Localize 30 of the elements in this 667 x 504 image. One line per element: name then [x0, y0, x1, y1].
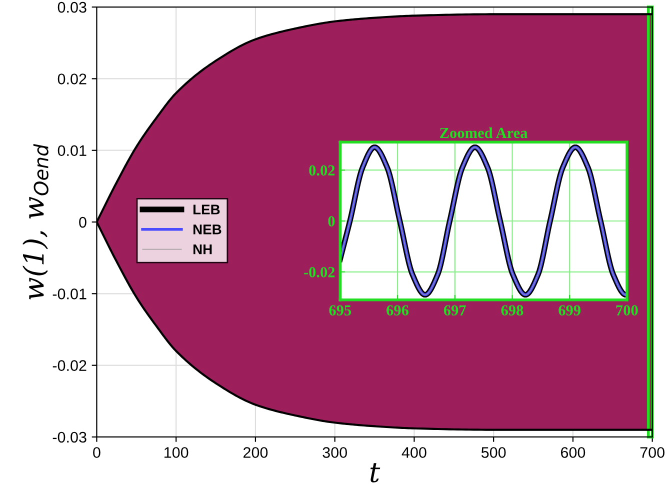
y-tick-label: 0.02	[309, 165, 335, 176]
x-tick-label: 300	[322, 447, 347, 458]
y-tick-label: 0	[328, 216, 335, 226]
x-tick-label: 696	[386, 305, 409, 316]
legend-label: NH	[193, 244, 212, 254]
x-tick-label: 700	[640, 447, 664, 458]
x-tick-label: 697	[444, 305, 466, 316]
x-tick-label: 695	[329, 305, 352, 316]
x-tick-label: 200	[243, 447, 268, 458]
x-tick-label: 600	[560, 447, 586, 458]
chart-title: Zoomed Area	[440, 127, 528, 138]
x-tick-label: 698	[501, 305, 524, 316]
legend-label: LEB	[193, 204, 220, 214]
y-tick-label: -0.02	[304, 267, 335, 278]
y-tick-label: -0.01	[52, 288, 86, 300]
y-tick-label: 0	[79, 216, 86, 228]
x-tick-label: 100	[164, 447, 188, 458]
x-tick-label: 500	[481, 447, 506, 458]
y-tick-label: 0.03	[58, 2, 86, 13]
x-tick-label: 700	[616, 305, 638, 316]
y-axis-title: w(1), w$_{Oend}$	[22, 144, 48, 300]
x-tick-label: 0	[93, 447, 100, 458]
y-tick-label: -0.03	[52, 432, 86, 443]
y-tick-label: 0.01	[58, 145, 86, 156]
y-tick-label: 0.02	[58, 74, 86, 84]
x-axis-title: t	[370, 463, 380, 482]
x-tick-label: 400	[402, 447, 426, 458]
legend-label: NEB	[193, 224, 222, 234]
y-tick-label: -0.02	[52, 360, 86, 371]
x-tick-label: 699	[558, 305, 581, 316]
